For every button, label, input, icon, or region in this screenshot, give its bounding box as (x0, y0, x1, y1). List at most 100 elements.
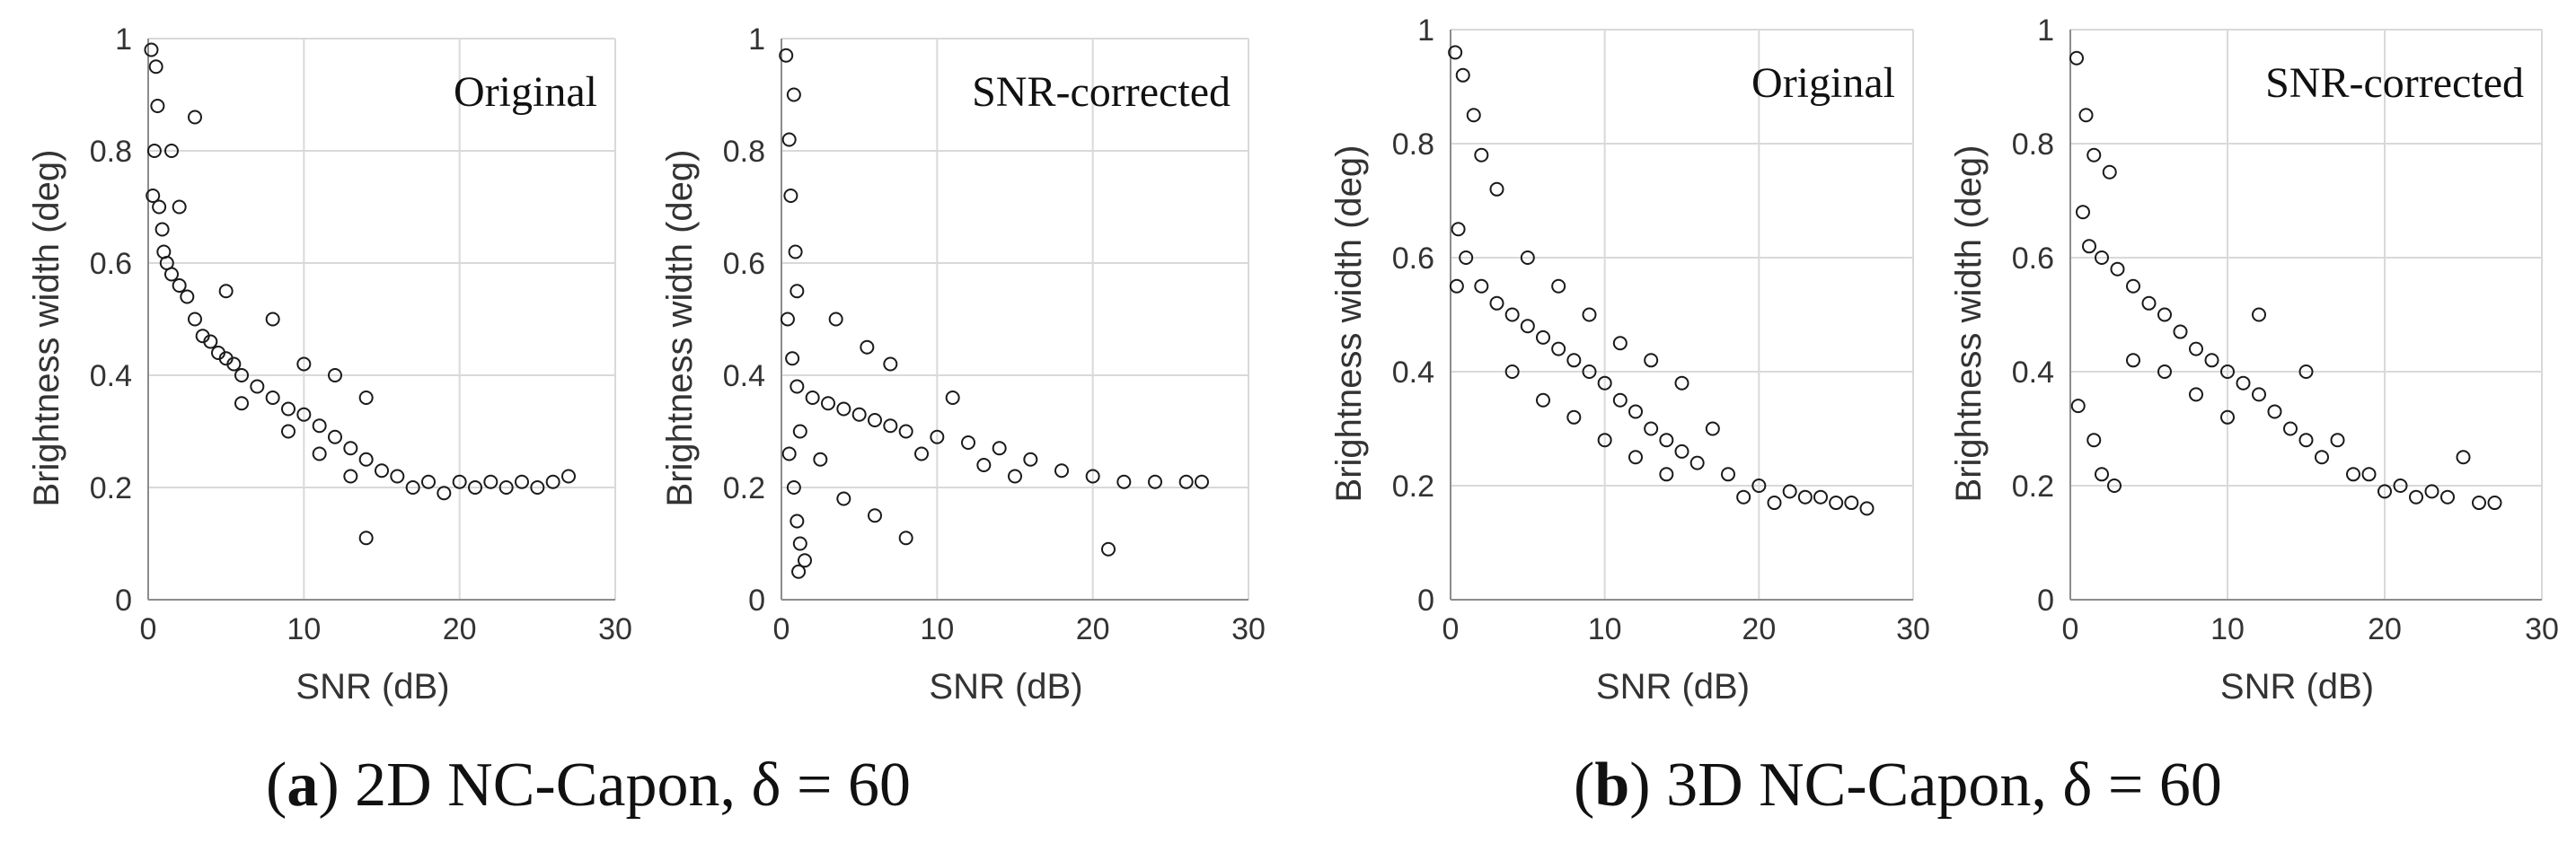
data-point (172, 278, 187, 293)
data-point (188, 110, 202, 125)
data-point (226, 356, 242, 372)
y-tick-label: 0.8 (723, 135, 765, 169)
data-point (1659, 467, 1674, 482)
data-point (1178, 474, 1194, 489)
data-point (1116, 474, 1132, 489)
data-point (154, 222, 170, 237)
data-point (328, 368, 342, 382)
data-point (2252, 307, 2266, 322)
data-point (992, 441, 1007, 456)
data-point (2472, 496, 2486, 511)
data-point (2157, 307, 2172, 322)
caption-a-text: 2D NC-Capon, δ = 60 (355, 751, 911, 820)
data-point (405, 480, 420, 495)
data-point (1474, 147, 1489, 162)
y-tick-label: 0.2 (90, 471, 132, 505)
data-point (358, 531, 374, 546)
x-tick-label: 10 (287, 612, 321, 646)
data-point (1751, 479, 1767, 493)
data-point (1674, 443, 1689, 459)
data-point (2424, 484, 2439, 499)
data-point (1566, 409, 1582, 425)
caption-b-text: 3D NC-Capon, δ = 60 (1666, 751, 2222, 820)
data-point (1520, 319, 1535, 334)
data-point (1008, 469, 1022, 484)
data-point (790, 284, 805, 299)
data-point (2141, 295, 2157, 311)
data-point (483, 474, 498, 489)
data-point (1504, 364, 1520, 379)
caption-b-letter: b (1594, 751, 1630, 820)
y-tick-label: 0 (1417, 584, 1434, 618)
chart-a-snr-corrected: 0 10 20 30 0 0.2 0.4 0.6 0.8 1 SNR (dB) Brightness … (660, 22, 1266, 707)
y-tick-label: 0.2 (723, 471, 765, 505)
data-point (2220, 364, 2235, 379)
y-tick-label: 0.6 (90, 247, 132, 281)
data-point (930, 429, 945, 444)
y-tick-label: 0.4 (1392, 356, 1434, 390)
data-point (218, 284, 234, 299)
y-tick-label: 0 (2037, 584, 2054, 618)
data-point (343, 469, 358, 484)
data-point (2361, 467, 2377, 482)
data-point (868, 508, 882, 523)
data-point (791, 564, 807, 579)
data-point (1054, 463, 1069, 479)
y-axis-label: Brightness width (deg) (1949, 145, 1989, 503)
data-point (2346, 467, 2360, 482)
data-point (296, 356, 312, 372)
data-point (2267, 404, 2282, 419)
data-point (164, 267, 179, 282)
data-point (375, 463, 389, 479)
data-point (1085, 469, 1100, 484)
data-point (1536, 329, 1550, 345)
data-point (203, 334, 218, 349)
data-point (786, 87, 801, 102)
data-point (1628, 450, 1643, 465)
data-point (2126, 353, 2140, 368)
data-point (1813, 489, 1828, 505)
data-point (2095, 467, 2109, 482)
x-axis-label: SNR (dB) (929, 667, 1082, 707)
data-point (146, 144, 162, 158)
y-tick-label: 0.4 (90, 359, 132, 393)
data-point (836, 401, 851, 417)
data-point (530, 480, 545, 495)
data-point (561, 469, 576, 484)
data-point (1449, 278, 1464, 294)
data-point (343, 441, 358, 456)
data-point (2283, 421, 2298, 436)
y-axis-label: Brightness width (deg) (1329, 145, 1369, 503)
data-point (328, 429, 342, 444)
caption-a-letter: a (287, 751, 319, 820)
chart-b-snr-corrected: 0 10 20 30 0 0.2 0.4 0.6 0.8 1 SNR (dB) Brightness … (1949, 13, 2559, 707)
chart-b-original: 0 10 20 30 0 0.2 0.4 0.6 0.8 1 SNR (dB) Brightness … (1329, 13, 1930, 707)
data-point (2220, 409, 2235, 425)
caption-b: (b) 3D NC-Capon, δ = 60 (1574, 751, 2222, 820)
data-point (1736, 489, 1751, 505)
data-point (164, 144, 179, 158)
data-point (813, 452, 828, 467)
data-point (2298, 364, 2314, 379)
data-point (312, 418, 327, 434)
x-tick-label: 10 (1588, 612, 1622, 646)
y-axis-label: Brightness width (deg) (27, 150, 66, 507)
data-point (234, 396, 249, 411)
data-point (2440, 489, 2455, 505)
y-tick-label: 0.6 (723, 247, 765, 281)
data-point (914, 446, 929, 461)
x-tick-label: 30 (598, 612, 632, 646)
data-point (152, 199, 167, 215)
x-tick-label: 30 (1896, 612, 1930, 646)
data-point (2107, 479, 2122, 493)
data-point (1459, 250, 1474, 265)
data-point (2095, 250, 2109, 265)
data-point (515, 474, 529, 489)
x-tick-label: 20 (1742, 612, 1776, 646)
data-point (2078, 108, 2094, 123)
y-tick-label: 0 (748, 584, 765, 618)
data-point (1195, 474, 1209, 489)
data-point (860, 339, 875, 355)
y-tick-label: 1 (2037, 13, 2054, 48)
data-point (2378, 484, 2392, 499)
